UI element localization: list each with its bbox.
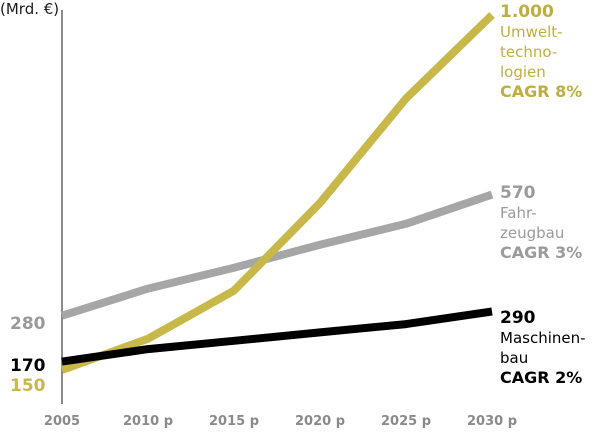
end-label-maschinenbau: 290 Maschinen- bau CAGR 2%: [500, 308, 586, 388]
series-name-line: Maschinen-: [500, 329, 586, 347]
cagr-label: CAGR 8%: [500, 82, 583, 101]
x-tick-label: 2025 p: [381, 414, 431, 429]
start-label-umwelttechnologien: 150: [10, 376, 46, 396]
series-name-line: Umwelt-: [500, 23, 563, 41]
x-tick-label: 2010 p: [123, 414, 173, 429]
unit-label: (Mrd. €): [0, 0, 60, 18]
end-value: 570: [500, 183, 536, 203]
series-name-line: logien: [500, 63, 546, 81]
series-line-umwelttechnologien: [60, 12, 495, 374]
series-name-line: bau: [500, 349, 529, 367]
cagr-label: CAGR 2%: [500, 368, 583, 387]
series-line-maschinenbau: [61, 307, 493, 366]
end-value: 1.000: [500, 2, 554, 22]
x-tick-label: 2030 p: [467, 414, 517, 429]
end-label-umwelttechnologien: 1.000 Umwelt- techno- logien CAGR 8%: [500, 2, 582, 102]
start-label-fahrzeugbau: 280: [10, 314, 46, 334]
series-line-fahrzeugbau: [60, 190, 494, 320]
x-tick-label: 2005: [44, 414, 80, 429]
end-label-fahrzeugbau: 570 Fahr- zeugbau CAGR 3%: [500, 183, 582, 263]
series-name-line: Fahr-: [500, 204, 537, 222]
x-tick-label: 2015 p: [209, 414, 259, 429]
x-tick-labels: 2005 2010 p 2015 p 2020 p 2025 p 2030 p: [44, 414, 517, 429]
start-label-maschinenbau: 170: [10, 356, 46, 376]
x-tick-label: 2020 p: [295, 414, 345, 429]
series-layer: [60, 12, 495, 374]
cagr-label: CAGR 3%: [500, 243, 583, 262]
series-name-line: zeugbau: [500, 224, 565, 242]
series-name-line: techno-: [500, 43, 558, 61]
end-value: 290: [500, 308, 536, 328]
